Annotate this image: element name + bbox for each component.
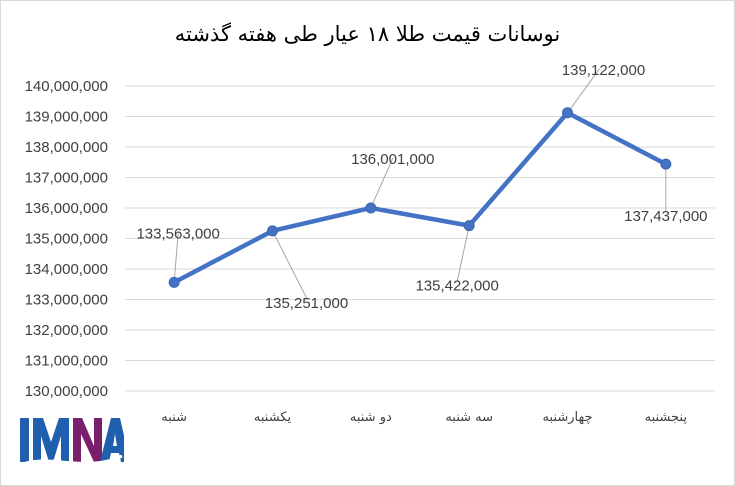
logo-letter-a: [100, 418, 124, 462]
y-tick-label: 132,000,000: [25, 322, 108, 339]
y-tick-label: 136,000,000: [25, 200, 108, 217]
x-tick-label: سه شنبه: [445, 410, 493, 425]
x-tick-label: چهارشنبه: [543, 410, 593, 425]
data-label: 139,122,000: [562, 62, 645, 79]
y-tick-label: 133,000,000: [25, 292, 108, 309]
x-tick-label: دو شنبه: [350, 410, 392, 425]
imna-logo: [17, 418, 124, 468]
data-point: [267, 225, 278, 237]
gridlines: [125, 85, 715, 392]
label-leader-line: [272, 230, 307, 299]
series-layer: [168, 107, 672, 288]
data-point: [463, 220, 475, 232]
series-line: [171, 110, 669, 285]
x-tick-label: یکشنبه: [254, 410, 292, 425]
y-tick-label: 137,000,000: [25, 170, 108, 187]
logo-letter-i: [20, 418, 29, 462]
y-tick-label: 139,000,000: [25, 109, 108, 126]
data-point: [168, 276, 180, 288]
y-tick-label: 138,000,000: [25, 139, 108, 156]
data-label: 136,001,000: [351, 151, 434, 168]
label-leader-line: [456, 225, 470, 282]
label-leader-line: [173, 232, 179, 283]
data-point: [562, 107, 573, 119]
y-tick-label: 131,000,000: [25, 353, 108, 370]
data-label: 135,422,000: [415, 278, 498, 295]
label-leader-line: [370, 157, 394, 209]
x-tick-label: پنجشنبه: [645, 410, 688, 425]
logo-letter-n: [73, 418, 102, 462]
y-tick-label: 134,000,000: [25, 261, 108, 278]
data-label: 135,251,000: [265, 295, 348, 312]
data-point: [660, 158, 672, 170]
logo-letter-m: [33, 418, 69, 462]
data-labels: 133,563,000 135,251,000 136,001,000 135,422…: [136, 62, 707, 312]
y-tick-label: 135,000,000: [25, 231, 108, 248]
logo-swoosh: [17, 454, 123, 468]
y-axis-ticks: 130,000,000 131,000,000 132,000,000 133,000…: [25, 78, 108, 400]
x-axis-ticks: شنبه یکشنبه دو شنبه سه شنبه چهارشنبه پنجشنبه: [161, 410, 687, 425]
data-label: 137,437,000: [624, 208, 707, 225]
chart-title: نوسانات قیمت طلا ۱۸ عیار طی هفته گذشته: [174, 22, 561, 46]
x-tick-label: شنبه: [161, 410, 187, 425]
label-leader-line: [567, 68, 600, 114]
label-leader-lines: [173, 68, 667, 299]
y-tick-label: 130,000,000: [25, 383, 108, 400]
data-label: 133,563,000: [136, 225, 219, 242]
y-tick-label: 140,000,000: [25, 78, 108, 95]
data-point: [365, 202, 377, 214]
